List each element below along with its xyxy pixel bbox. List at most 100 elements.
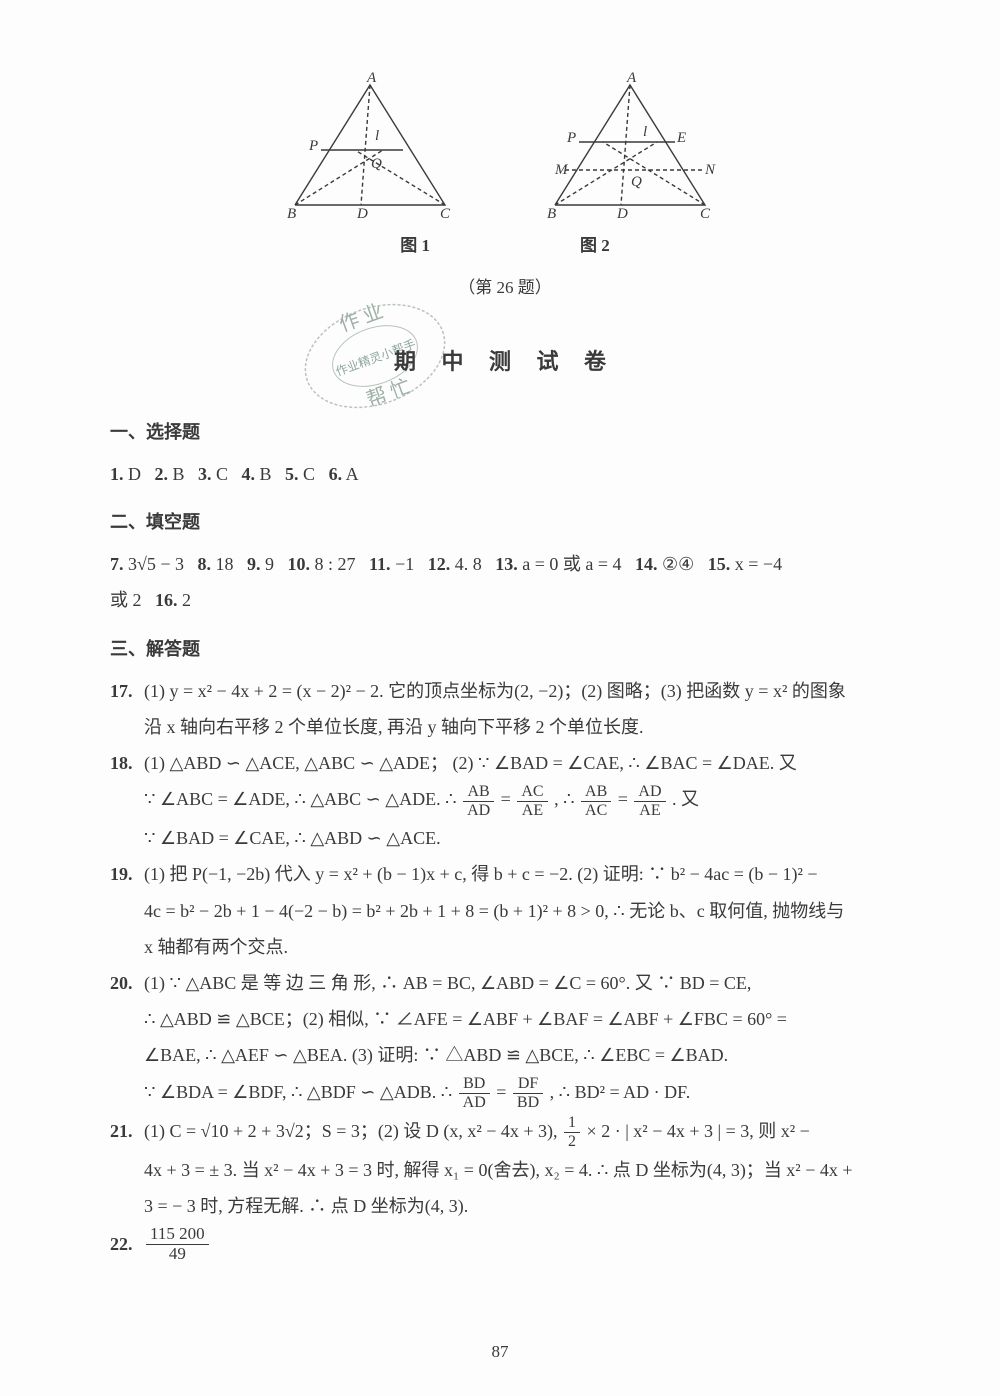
q21-frac-half: 1 2	[564, 1114, 580, 1150]
q18-no: 18.	[110, 746, 144, 780]
q9-no: 9.	[247, 554, 261, 574]
svg-text:C: C	[700, 206, 711, 220]
q16-ans: 2	[182, 590, 191, 610]
q15-no: 15.	[708, 554, 731, 574]
q18-frac-4: AD AE	[634, 783, 665, 819]
q20: 20. (1) ∵ △ABC 是 等 边 三 角 形, ∴ AB = BC, ∠…	[110, 966, 900, 1000]
q1-ans: D	[128, 464, 141, 484]
q3-ans: C	[216, 464, 228, 484]
q20-l4-a: ∵ ∠BDA = ∠BDF, ∴ △BDF ∽ △ADB. ∴	[144, 1082, 457, 1102]
svg-text:P: P	[308, 138, 318, 154]
q13-no: 13.	[495, 554, 518, 574]
figures-row: A B C D P l Q	[110, 70, 900, 220]
q12-no: 12.	[428, 554, 451, 574]
q3-no: 3.	[198, 464, 212, 484]
q18-l2: ∵ ∠ABC = ∠ADE, ∴ △ABC ∽ △ADE. ∴ AB AD = …	[110, 782, 900, 819]
svg-text:A: A	[366, 70, 377, 86]
fill-blank-line-2: 或 2 16. 2	[110, 583, 900, 617]
q11-ans: −1	[395, 554, 414, 574]
q9-ans: 9	[265, 554, 274, 574]
page-number: 87	[0, 1336, 1000, 1368]
q10-ans: 8 : 27	[315, 554, 356, 574]
q18-frac-1: AB AD	[463, 783, 494, 819]
q20-frac-2: DF BD	[513, 1075, 543, 1111]
q18-l2-a: ∵ ∠ABC = ∠ADE, ∴ △ABC ∽ △ADE. ∴	[144, 789, 461, 809]
midterm-header: 作 业 帮 忙 作业精灵小帮手 期 中 测 试 卷	[110, 321, 900, 401]
figure-1-caption: 图 1	[400, 230, 430, 262]
q20-l3: ∠BAE, ∴ △AEF ∽ △BEA. (3) 证明: ∵ △ABD ≌ △B…	[110, 1038, 900, 1072]
q6-no: 6.	[329, 464, 343, 484]
svg-text:P: P	[566, 130, 576, 146]
q10-no: 10.	[288, 554, 311, 574]
q18: 18. (1) △ABD ∽ △ACE, △ABC ∽ △ADE； (2) ∵ …	[110, 746, 900, 780]
q21-l1: (1) C = √10 + 2 + 3√2；S = 3；(2) 设 D (x, …	[144, 1114, 810, 1151]
q17-l1: (1) y = x² − 4x + 2 = (x − 2)² − 2. 它的顶点…	[144, 674, 846, 708]
q11-no: 11.	[369, 554, 391, 574]
q8-no: 8.	[198, 554, 212, 574]
svg-text:C: C	[440, 206, 451, 220]
q22-no: 22.	[110, 1227, 144, 1261]
svg-text:l: l	[643, 124, 647, 140]
q1-no: 1.	[110, 464, 124, 484]
q22-fraction: 115 200 49	[146, 1225, 209, 1263]
q21-l3: 3 = − 3 时, 方程无解. ∴ 点 D 坐标为(4, 3).	[110, 1189, 900, 1223]
q13-ans: a = 0 或 a = 4	[522, 554, 621, 574]
figure-1: A B C D P l Q	[275, 70, 465, 220]
svg-text:Q: Q	[371, 156, 382, 172]
q17-l2: 沿 x 轴向右平移 2 个单位长度, 再沿 y 轴向下平移 2 个单位长度.	[110, 710, 900, 744]
q17-no: 17.	[110, 674, 144, 708]
q12-ans: 4. 8	[455, 554, 482, 574]
q2-no: 2.	[155, 464, 169, 484]
q21: 21. (1) C = √10 + 2 + 3√2；S = 3；(2) 设 D …	[110, 1114, 900, 1151]
q20-frac-1: BD AD	[459, 1075, 490, 1111]
q4-ans: B	[260, 464, 272, 484]
q14-no: 14.	[635, 554, 658, 574]
section-3-heading: 三、解答题	[110, 632, 900, 666]
q4-no: 4.	[242, 464, 256, 484]
svg-text:D: D	[616, 206, 628, 220]
q14-ans: ②④	[662, 554, 694, 574]
q21-no: 21.	[110, 1114, 144, 1151]
section-1-heading: 一、选择题	[110, 415, 900, 449]
svg-text:Q: Q	[631, 174, 642, 190]
q6-ans: A	[346, 464, 359, 484]
q19-l2: 4c = b² − 2b + 1 − 4(−2 − b) = b² + 2b +…	[110, 894, 900, 928]
q15-tail: 或 2	[110, 590, 142, 610]
q19-l1: (1) 把 P(−1, −2b) 代入 y = x² + (b − 1)x + …	[144, 857, 818, 891]
q19-l3: x 轴都有两个交点.	[110, 930, 900, 964]
q18-l1: (1) △ABD ∽ △ACE, △ABC ∽ △ADE； (2) ∵ ∠BAD…	[144, 746, 797, 780]
section-2-heading: 二、填空题	[110, 505, 900, 539]
q20-l1: (1) ∵ △ABC 是 等 边 三 角 形, ∴ AB = BC, ∠ABD …	[144, 966, 751, 1000]
figure-question-ref: （第 26 题）	[110, 272, 900, 304]
q22: 22. 115 200 49	[110, 1225, 900, 1263]
q5-no: 5.	[285, 464, 299, 484]
figure-2: A B C D P E l M N Q	[525, 70, 735, 220]
q19: 19. (1) 把 P(−1, −2b) 代入 y = x² + (b − 1)…	[110, 857, 900, 891]
q8-ans: 18	[216, 554, 234, 574]
q2-ans: B	[173, 464, 185, 484]
svg-text:l: l	[375, 128, 379, 144]
q20-l2: ∴ △ABD ≌ △BCE；(2) 相似, ∵ ∠AFE = ∠ABF + ∠B…	[110, 1002, 900, 1036]
q7-ans: 3√5 − 3	[128, 554, 184, 574]
fill-blank-line-1: 7. 3√5 − 3 8. 18 9. 9 10. 8 : 27 11. −1 …	[110, 547, 900, 581]
q20-no: 20.	[110, 966, 144, 1000]
svg-text:E: E	[676, 130, 686, 146]
q21-l2: 4x + 3 = ± 3. 当 x² − 4x + 3 = 3 时, 解得 x₁…	[110, 1153, 900, 1187]
mc-answers: 1. D 2. B 3. C 4. B 5. C 6. A	[110, 457, 900, 491]
q7-no: 7.	[110, 554, 124, 574]
figure-2-caption: 图 2	[580, 230, 610, 262]
svg-text:N: N	[704, 162, 716, 178]
svg-text:M: M	[554, 162, 569, 178]
q15-ans: x = −4	[735, 554, 782, 574]
q18-frac-3: AB AC	[581, 783, 611, 819]
figure-captions: 图 1 图 2	[110, 226, 900, 262]
midterm-title: 期 中 测 试 卷	[394, 341, 616, 383]
q17: 17. (1) y = x² − 4x + 2 = (x − 2)² − 2. …	[110, 674, 900, 708]
page: A B C D P l Q	[0, 0, 1000, 1396]
q5-ans: C	[303, 464, 315, 484]
q18-frac-2: AC AE	[517, 783, 547, 819]
svg-text:D: D	[356, 206, 368, 220]
q19-no: 19.	[110, 857, 144, 891]
svg-text:A: A	[626, 70, 637, 86]
q16-no: 16.	[155, 590, 178, 610]
